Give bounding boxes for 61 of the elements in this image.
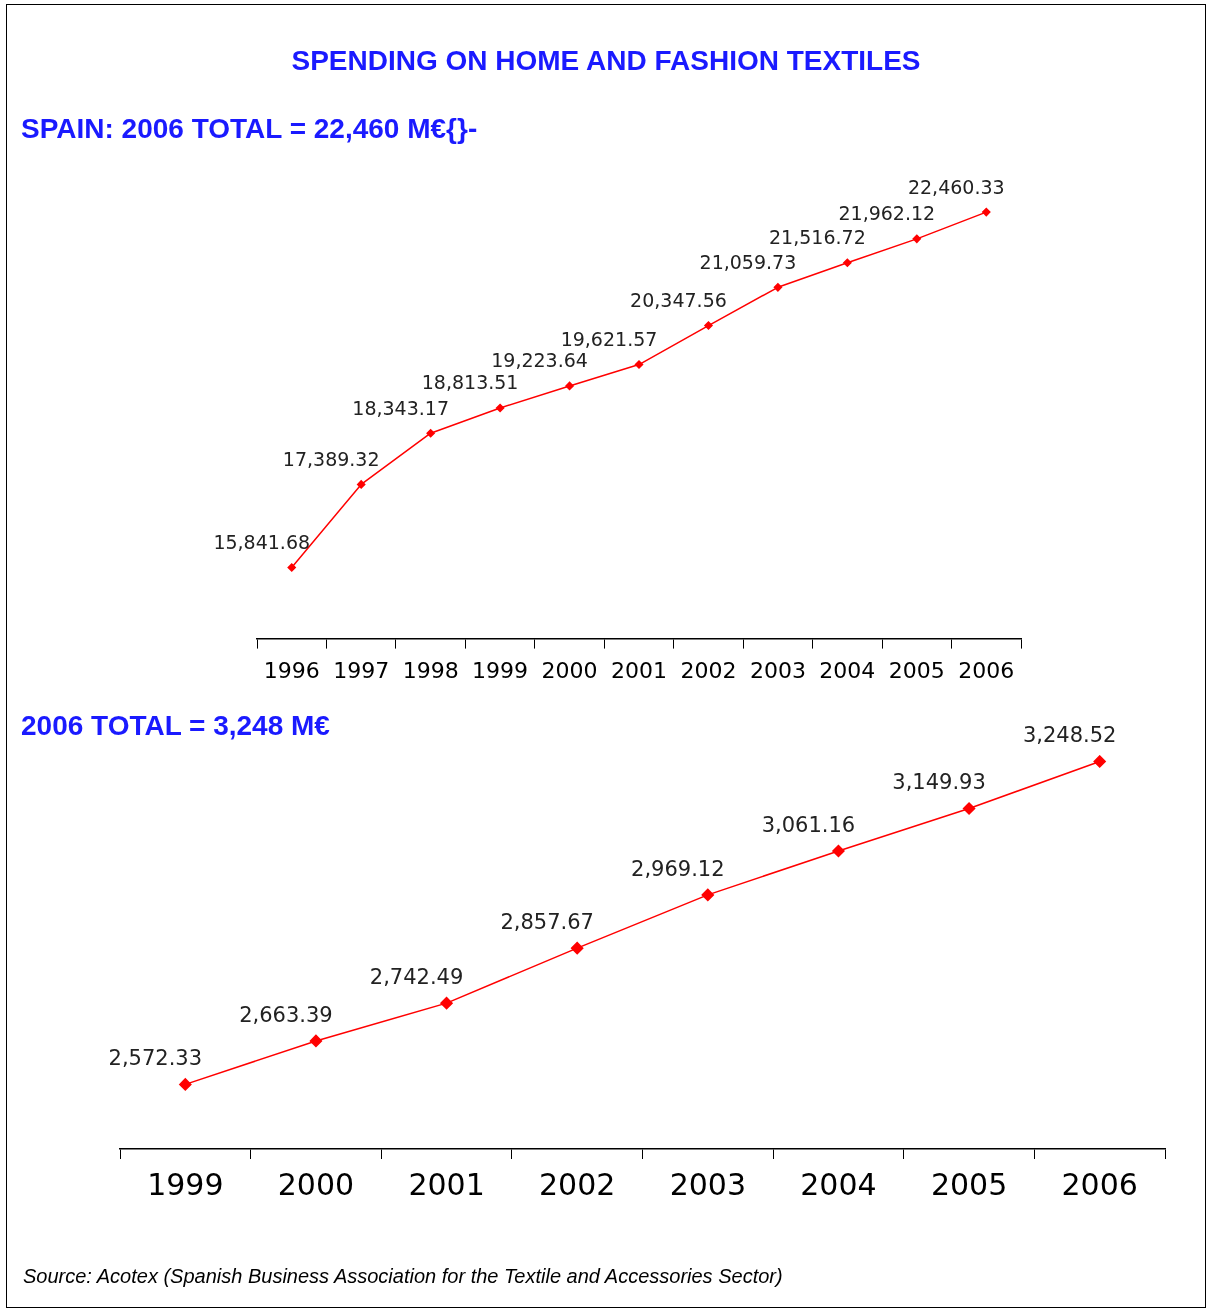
data-label: 3,061.16 [761,812,856,837]
point [701,888,715,902]
chart-subtitle: SPAIN: 2006 TOTAL = 22,460 M€{}- [21,113,478,145]
data-label: 19,621.57 [560,327,658,350]
x-tick-label: 2002 [539,1166,616,1202]
point [565,381,574,391]
x-tick-label: 2006 [958,657,1015,683]
point [1093,755,1106,768]
point [982,207,991,217]
point [356,480,366,489]
point [426,428,435,438]
x-tick-label: 2002 [680,657,737,683]
data-label: 19,223.64 [491,349,588,372]
point [773,283,783,292]
x-tick-label: 2006 [1061,1166,1138,1202]
data-label: 21,059.73 [699,250,797,273]
data-label: 2,572.33 [108,1046,203,1071]
point [179,1078,192,1091]
data-label: 17,389.32 [282,447,380,470]
x-tick-label: 1998 [402,657,459,683]
data-label: 2,857.67 [500,910,594,935]
point [495,403,505,413]
point [912,234,922,244]
x-tick-label: 2005 [888,657,945,683]
x-tick-label: 2001 [611,657,667,683]
point [832,844,845,858]
chart-title: SPENDING ON HOME AND FASHION TEXTILES [290,45,922,77]
point [440,996,453,1010]
data-label: 18,343.17 [352,396,449,419]
data-label: 2,742.49 [369,965,464,990]
data-label: 21,962.12 [838,202,936,225]
x-tick-label: 2003 [749,657,806,683]
point [704,321,713,330]
point [634,360,644,369]
x-tick-label: 2004 [819,657,876,683]
x-tick-label: 2000 [541,657,598,683]
data-label: 21,516.72 [769,226,866,249]
point [287,563,296,572]
point [309,1034,323,1048]
data-label: 2,663.39 [239,1002,333,1027]
x-tick-label: 1999 [147,1166,224,1202]
data-label: 3,149.93 [892,770,986,795]
point [570,941,584,955]
source-note: Source: Acotex (Spanish Business Association for the Textile and Accessories Sector) [23,1265,783,1288]
data-label: 2,969.12 [631,856,725,881]
data-label: 15,841.68 [213,530,311,553]
x-tick-label: 2000 [277,1166,355,1202]
x-tick-label: 1999 [472,657,529,683]
data-label: 18,813.51 [421,371,519,394]
point [843,258,852,268]
point [962,802,976,815]
x-tick-label: 1997 [333,657,390,683]
x-tick-label: 2004 [800,1166,877,1202]
x-tick-label: 1996 [263,657,320,683]
x-tick-label: 2005 [930,1166,1008,1202]
data-label: 20,347.56 [630,289,727,311]
data-label: 22,460.33 [907,175,1005,198]
chart-subtitle: 2006 TOTAL = 3,248 M€ [21,710,330,742]
x-tick-label: 2001 [408,1166,485,1202]
data-label: 3,248.52 [1022,723,1117,748]
x-tick-label: 2003 [669,1166,746,1202]
